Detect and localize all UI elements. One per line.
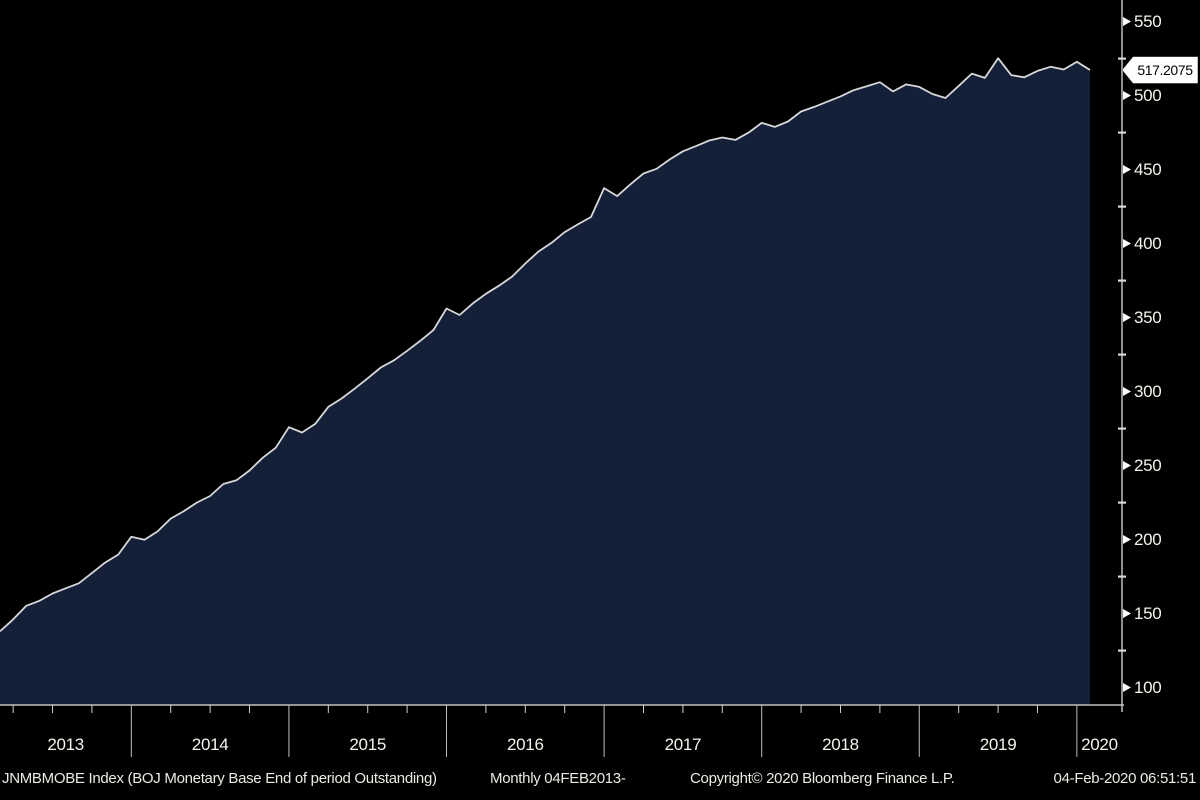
x-tick-label: 2016 (506, 735, 544, 754)
x-tick-label: 2015 (349, 735, 387, 754)
periodicity-label: Monthly 04FEB2013- (490, 770, 626, 787)
copyright-notice: Copyright© 2020 Bloomberg Finance L.P. (690, 770, 955, 787)
last-price-tag (1121, 56, 1199, 84)
y-minor-tick (1118, 427, 1126, 430)
x-tick-label: 2019 (979, 735, 1017, 754)
y-tick-label: 200 (1134, 530, 1162, 549)
ticker-description: JNMBMOBE Index (BOJ Monetary Base End of… (2, 770, 437, 787)
y-minor-tick (1118, 575, 1126, 578)
y-tick-arrow-icon (1123, 535, 1131, 544)
series-line (0, 57, 1091, 632)
last-price-label: 517.2075 (1137, 62, 1193, 79)
area-series-fill (0, 58, 1090, 705)
y-tick-label: 400 (1134, 234, 1162, 253)
y-minor-tick (1118, 501, 1126, 504)
y-tick-label: 550 (1134, 12, 1162, 31)
y-minor-tick (1118, 649, 1126, 652)
y-tick-label: 450 (1134, 160, 1162, 179)
x-tick-label: 2020 (1081, 735, 1118, 754)
y-minor-tick (1118, 131, 1126, 134)
y-tick-arrow-icon (1123, 609, 1131, 618)
y-tick-arrow-icon (1123, 683, 1131, 692)
x-tick-label: 2014 (191, 735, 229, 754)
x-tick-label: 2017 (664, 735, 702, 754)
y-tick-label: 500 (1134, 86, 1162, 105)
x-tick-label: 2018 (822, 735, 859, 754)
y-tick-arrow-icon (1123, 239, 1131, 248)
y-tick-arrow-icon (1123, 165, 1131, 174)
y-minor-tick (1118, 205, 1126, 208)
y-minor-tick (1118, 279, 1126, 282)
y-tick-label: 100 (1134, 678, 1162, 697)
y-minor-tick (1118, 57, 1126, 60)
y-tick-arrow-icon (1123, 387, 1131, 396)
y-minor-tick (1118, 353, 1126, 356)
timestamp: 04-Feb-2020 06:51:51 (1053, 770, 1197, 787)
y-tick-label: 250 (1134, 456, 1162, 475)
y-tick-label: 150 (1134, 604, 1162, 623)
y-tick-arrow-icon (1123, 17, 1131, 26)
y-tick-arrow-icon (1123, 313, 1131, 322)
y-tick-label: 300 (1134, 382, 1162, 401)
y-tick-label: 350 (1134, 308, 1162, 327)
x-tick-label: 2013 (47, 735, 84, 754)
y-tick-arrow-icon (1123, 461, 1131, 470)
y-tick-arrow-icon (1123, 91, 1131, 100)
